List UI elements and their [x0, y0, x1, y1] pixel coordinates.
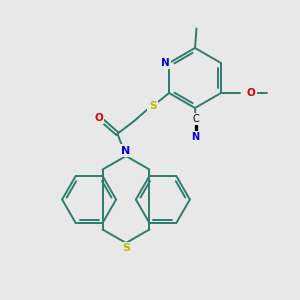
Text: N: N	[191, 132, 200, 142]
Text: C: C	[192, 114, 199, 124]
Text: O: O	[94, 112, 103, 123]
Text: N: N	[122, 146, 130, 156]
Text: S: S	[122, 243, 130, 254]
Text: N: N	[161, 58, 170, 68]
Text: O: O	[247, 88, 255, 98]
Text: S: S	[149, 100, 156, 111]
